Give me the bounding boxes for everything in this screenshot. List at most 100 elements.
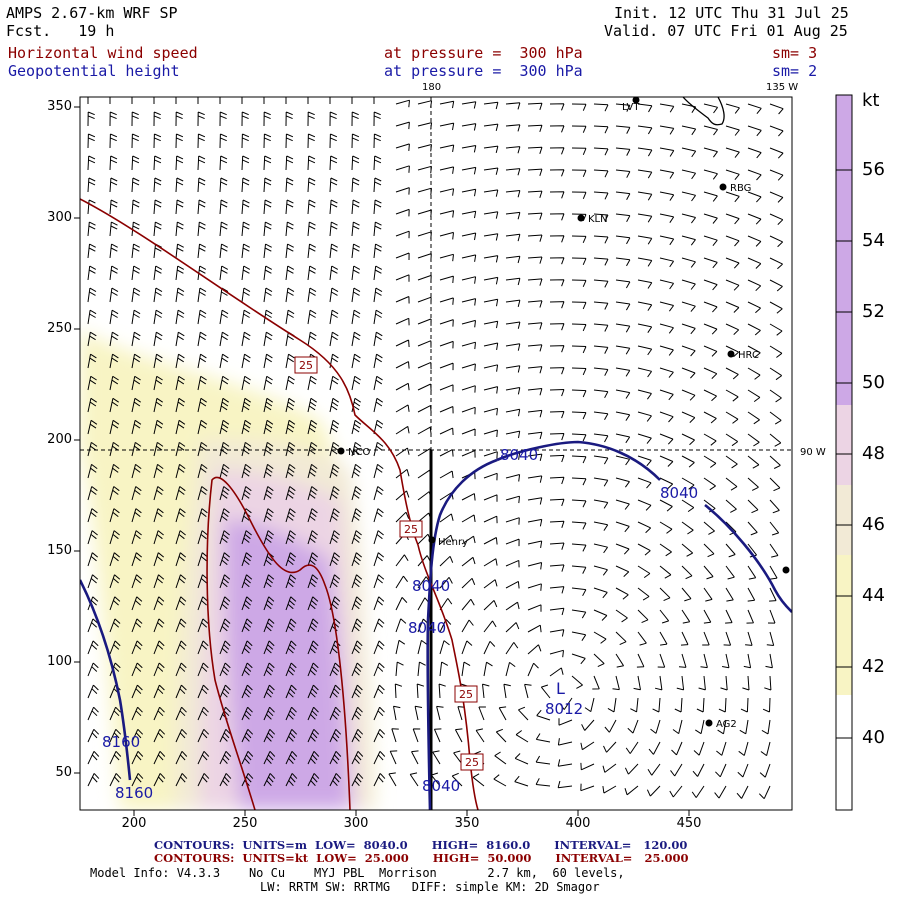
wind-barb bbox=[725, 323, 740, 335]
wind-barb bbox=[131, 662, 143, 677]
wind-barb bbox=[241, 331, 251, 347]
wind-barb bbox=[395, 575, 408, 589]
wind-barb bbox=[285, 706, 297, 721]
wind-barb bbox=[87, 640, 99, 655]
wind-barb bbox=[505, 474, 521, 482]
wind-barb bbox=[439, 470, 454, 479]
wind-barb bbox=[285, 111, 293, 127]
wind-barb bbox=[680, 631, 689, 646]
wind-barb bbox=[153, 706, 165, 721]
wind-barb bbox=[746, 609, 754, 624]
wind-barb bbox=[593, 147, 609, 156]
wind-barb bbox=[637, 301, 653, 311]
wind-label-3: 25 bbox=[459, 688, 473, 701]
x-tick-450: 450 bbox=[676, 816, 702, 831]
wind-barb bbox=[505, 601, 520, 611]
wind-barb bbox=[263, 750, 276, 765]
wind-barb bbox=[285, 375, 295, 391]
wind-barb bbox=[263, 728, 276, 743]
wind-barb bbox=[175, 331, 185, 347]
wind-barb bbox=[263, 243, 272, 259]
wind-barb bbox=[725, 103, 740, 114]
wind-barb bbox=[263, 463, 274, 479]
wind-barb bbox=[650, 719, 661, 734]
wind-barb bbox=[725, 147, 740, 158]
wind-barb bbox=[414, 705, 423, 721]
wind-barb bbox=[483, 579, 498, 589]
wind-barb bbox=[769, 235, 784, 248]
station-label-ag2: AG2 bbox=[716, 719, 737, 730]
wind-barb bbox=[439, 340, 454, 349]
wind-barb bbox=[219, 684, 231, 699]
wind-barb bbox=[351, 530, 362, 545]
wind-barb bbox=[483, 386, 499, 394]
wind-barb bbox=[527, 624, 542, 633]
wind-barb bbox=[153, 441, 164, 457]
wind-barb bbox=[329, 684, 341, 699]
wind-barb bbox=[557, 759, 573, 767]
wind-barb bbox=[307, 419, 318, 435]
wind-barb bbox=[615, 191, 631, 200]
valid-time: Valid. 07 UTC Fri 01 Aug 25 bbox=[604, 22, 848, 40]
wind-barb bbox=[307, 552, 319, 567]
wind-barb bbox=[87, 265, 97, 281]
wind-barb bbox=[87, 662, 99, 677]
wind-barb bbox=[461, 363, 476, 371]
wind-barb bbox=[307, 199, 316, 215]
wind-barb bbox=[263, 640, 275, 655]
wind-barb bbox=[394, 683, 403, 699]
wind-barb bbox=[373, 552, 385, 567]
wind-barb bbox=[109, 97, 111, 104]
wind-barb bbox=[263, 574, 275, 589]
wind-barb bbox=[722, 653, 730, 669]
wind-barb bbox=[461, 556, 476, 567]
wind-barb bbox=[439, 384, 454, 392]
wind-barb bbox=[307, 97, 309, 104]
wind-barb bbox=[624, 763, 639, 775]
wind-barb bbox=[87, 309, 97, 325]
wind-barb bbox=[263, 221, 272, 237]
wind-barb bbox=[659, 587, 671, 602]
wind-barb bbox=[769, 169, 784, 181]
wind-barb bbox=[483, 620, 497, 633]
wind-barb bbox=[747, 323, 761, 336]
wind-barb bbox=[175, 684, 187, 699]
wind-barb bbox=[87, 706, 99, 721]
wind-barb bbox=[175, 552, 187, 567]
wind-barb bbox=[527, 146, 543, 154]
wind-barb bbox=[593, 499, 609, 509]
wind-barb bbox=[395, 274, 410, 282]
wind-barb bbox=[153, 133, 162, 149]
wind-barb bbox=[109, 706, 121, 721]
height-label-6: 8160 bbox=[102, 733, 140, 751]
wind-barb bbox=[615, 411, 631, 421]
wind-barb bbox=[637, 367, 653, 378]
wind-barb bbox=[241, 640, 253, 655]
wind-barb bbox=[505, 661, 516, 677]
wind-barb bbox=[584, 697, 595, 713]
wind-barb bbox=[637, 609, 649, 624]
wind-barb bbox=[263, 287, 273, 303]
wind-barb bbox=[636, 653, 645, 668]
wind-barb bbox=[703, 411, 717, 424]
wind-barb bbox=[329, 265, 339, 281]
wind-barb bbox=[646, 785, 661, 797]
wind-barb bbox=[153, 463, 164, 479]
wind-barb bbox=[461, 598, 475, 611]
wind-barb bbox=[527, 540, 543, 548]
wind-barb bbox=[175, 265, 185, 281]
wind-barb bbox=[109, 221, 118, 237]
wind-barb bbox=[131, 552, 143, 567]
wind-barb bbox=[483, 640, 496, 655]
wind-barb bbox=[285, 287, 295, 303]
wind-barb bbox=[373, 618, 385, 633]
wind-barb bbox=[439, 166, 455, 174]
wind-barb bbox=[87, 773, 100, 787]
wind-barb bbox=[571, 609, 587, 619]
wind-barb bbox=[659, 147, 675, 157]
wind-barb bbox=[716, 741, 727, 756]
wind-barb bbox=[175, 397, 185, 413]
wind-barb bbox=[672, 719, 683, 735]
wind-barb bbox=[439, 253, 454, 262]
wind-barb bbox=[219, 309, 229, 325]
